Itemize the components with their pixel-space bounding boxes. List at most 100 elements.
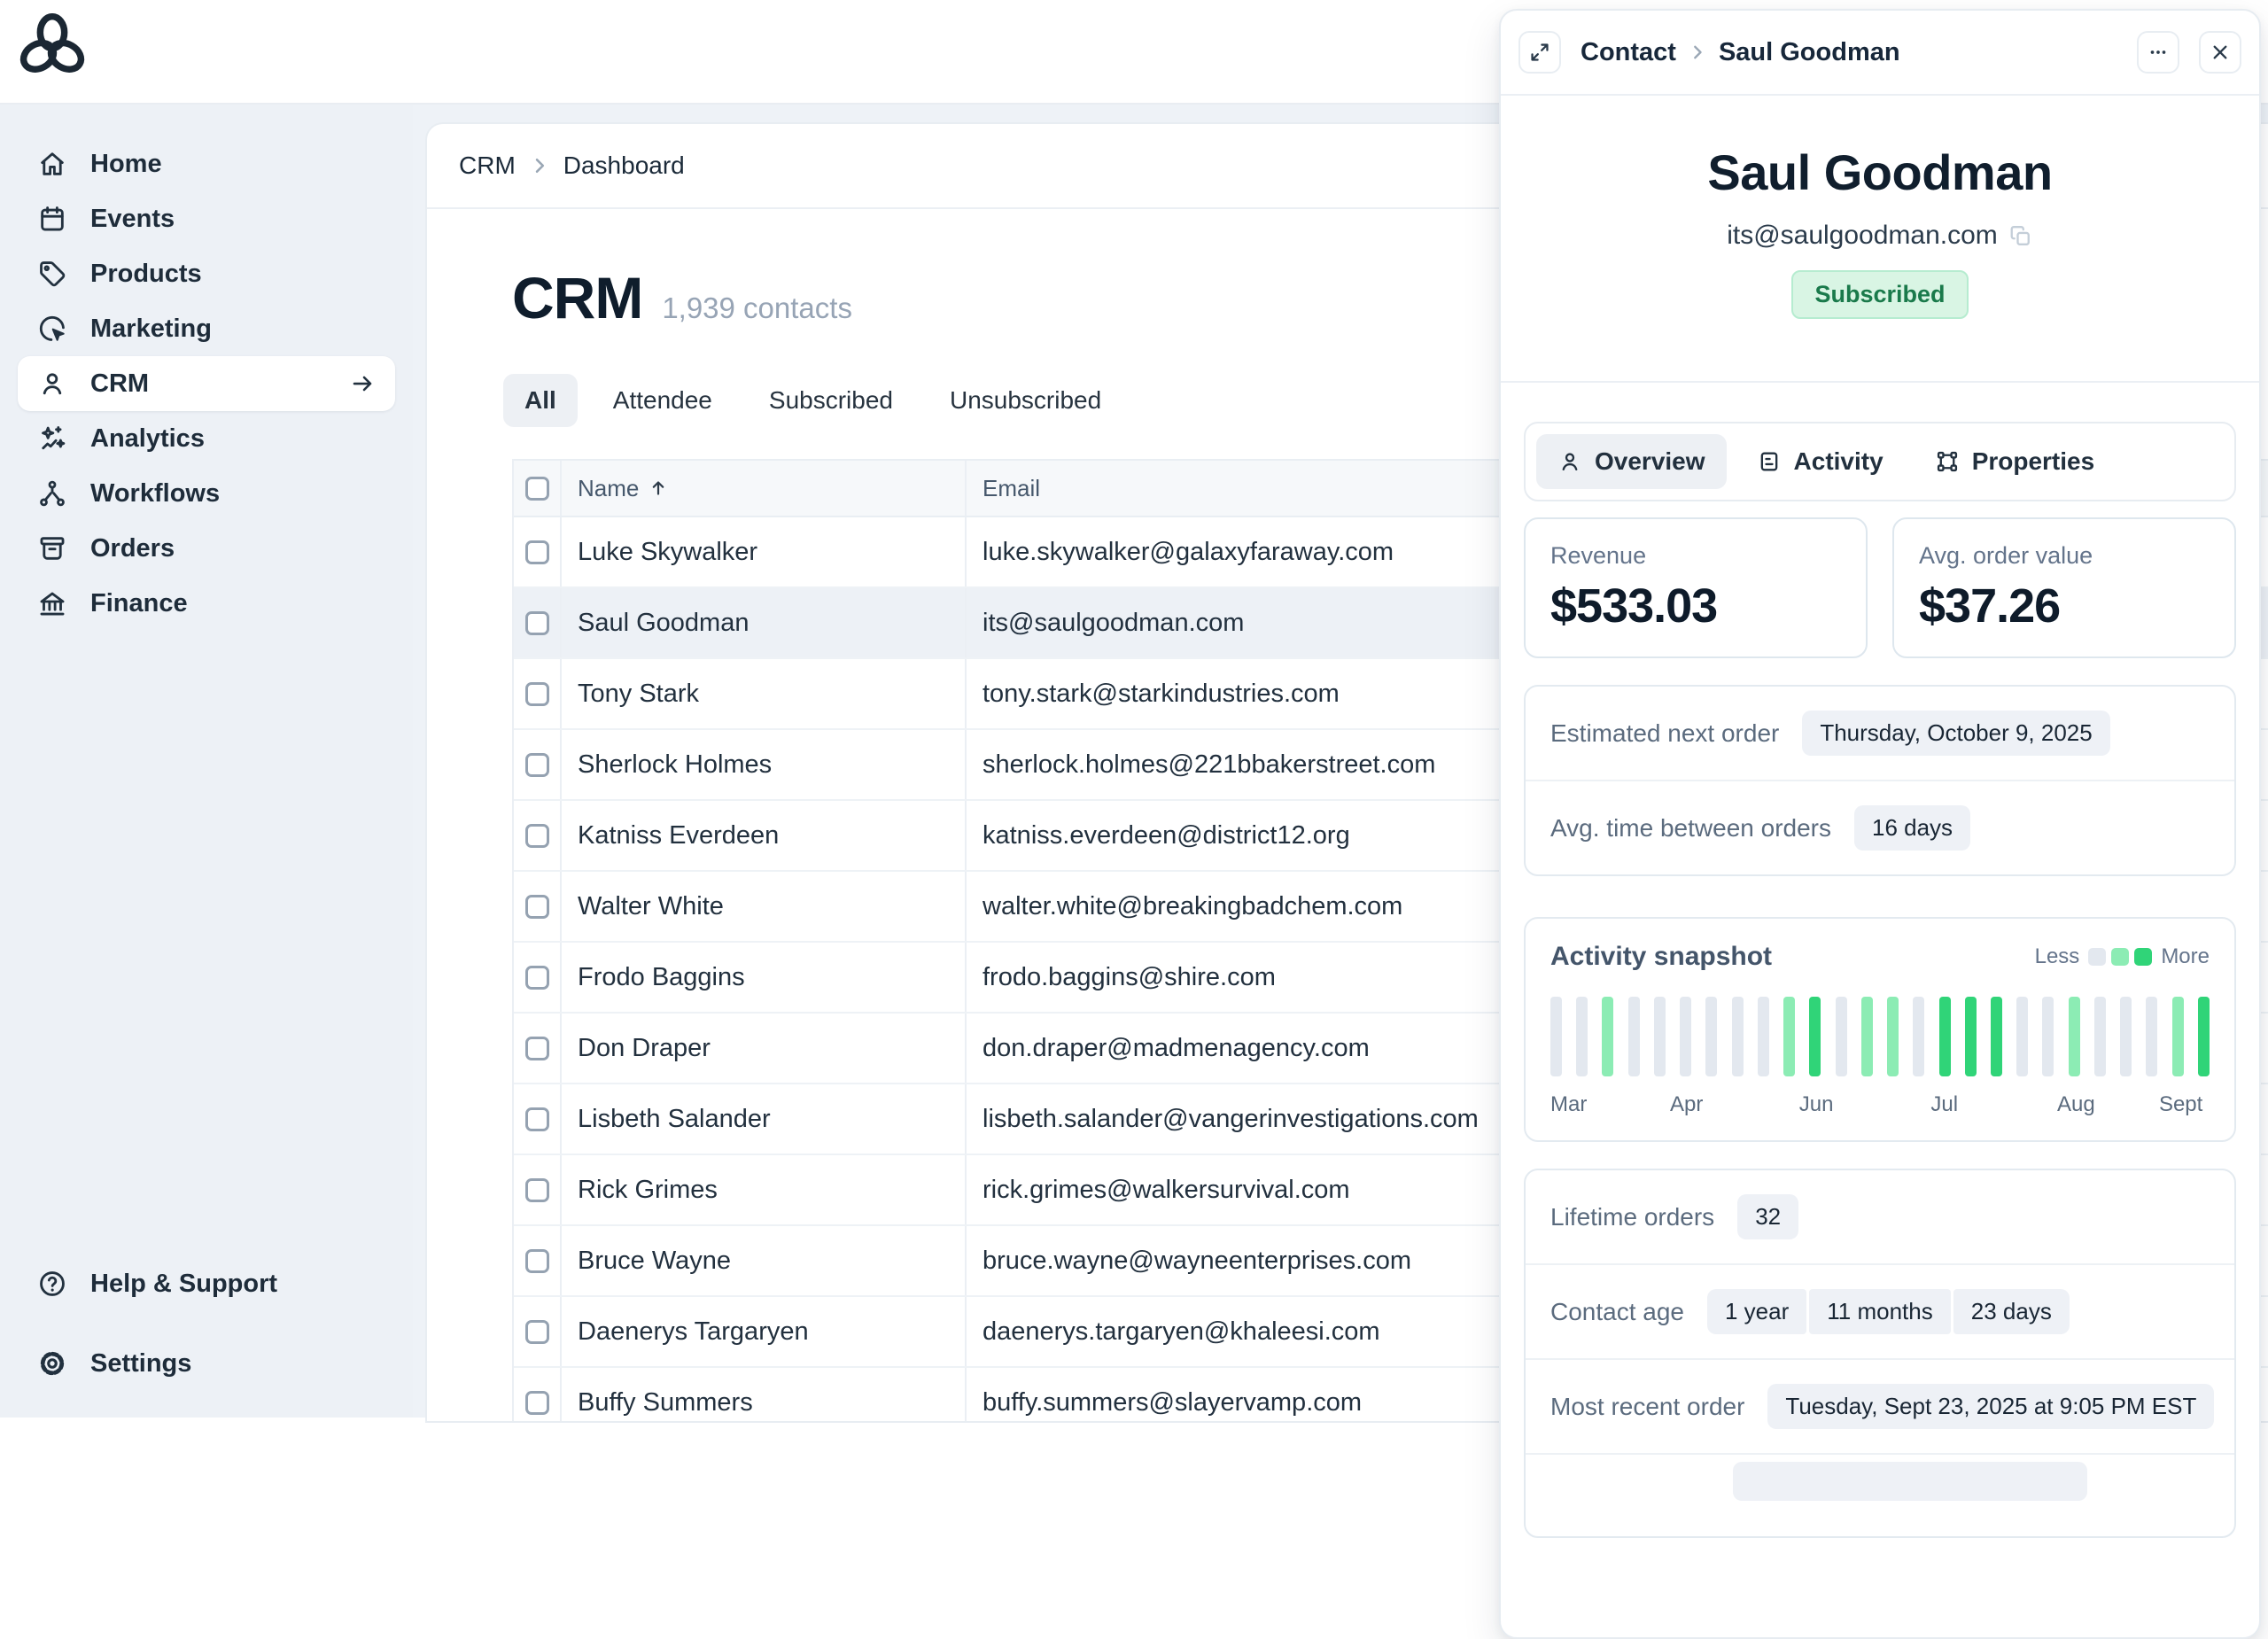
chevron-right-icon: [1687, 42, 1708, 63]
note-icon: [1757, 449, 1782, 474]
sort-ascending-icon[interactable]: [648, 478, 669, 499]
order-details-card: Estimated next order Thursday, October 9,…: [1524, 685, 2236, 876]
more-options-button[interactable]: [2137, 31, 2179, 74]
contact-name: Saul Goodman: [578, 608, 750, 637]
sidebar-item-events[interactable]: Events: [18, 191, 395, 246]
page-title: CRM: [512, 265, 643, 330]
table-row[interactable]: Lisbeth Salander lisbeth.salander@vangeri…: [514, 1084, 2268, 1155]
row-checkbox[interactable]: [524, 540, 549, 564]
contact-email: tony.stark@starkindustries.com: [983, 679, 1340, 708]
table-row[interactable]: Rick Grimes rick.grimes@walkersurvival.co…: [514, 1155, 2268, 1226]
activity-bar: [1990, 997, 2002, 1076]
table-row[interactable]: Bruce Wayne bruce.wayne@wayneenterprises.…: [514, 1226, 2268, 1297]
question-circle-icon: [37, 1269, 67, 1299]
filter-tab-attendee[interactable]: Attendee: [592, 374, 734, 427]
row-checkbox[interactable]: [524, 1390, 549, 1415]
row-checkbox[interactable]: [524, 1248, 549, 1273]
row-checkbox[interactable]: [524, 681, 549, 706]
column-header-email[interactable]: Email: [983, 474, 1041, 501]
row-checkbox[interactable]: [524, 1319, 549, 1344]
row-checkbox[interactable]: [524, 752, 549, 777]
panel-tab-activity[interactable]: Activity: [1736, 434, 1905, 489]
copy-icon[interactable]: [2008, 223, 2033, 248]
contact-name: Don Draper: [578, 1033, 711, 1062]
table-body: Luke Skywalker luke.skywalker@galaxyfaraw…: [514, 517, 2268, 1421]
filter-tab-all[interactable]: All: [503, 374, 578, 427]
activity-months: Mar Apr Jun Jul Aug Sept: [1550, 1089, 2210, 1119]
activity-bar: [1809, 997, 1821, 1076]
table-row[interactable]: Don Draper don.draper@madmenagency.com: [514, 1014, 2268, 1084]
select-all-checkbox[interactable]: [524, 476, 549, 501]
pointer-circle-icon: [37, 314, 67, 344]
contact-name: Buffy Summers: [578, 1387, 753, 1417]
contact-email: sherlock.holmes@221bbakerstreet.com: [983, 750, 1436, 779]
activity-bar: [1653, 997, 1666, 1076]
panel-breadcrumb-name[interactable]: Saul Goodman: [1718, 37, 1900, 66]
panel-tab-properties[interactable]: Properties: [1914, 434, 2117, 489]
activity-bar: [2042, 997, 2054, 1076]
activity-bar: [1576, 997, 1588, 1076]
table-row[interactable]: Frodo Baggins frodo.baggins@shire.com: [514, 943, 2268, 1014]
activity-bar: [2197, 997, 2210, 1076]
lifetime-stats-card: Lifetime orders 32 Contact age 1 year 11 mon…: [1524, 1169, 2236, 1538]
table-row[interactable]: Katniss Everdeen katniss.everdeen@distric…: [514, 801, 2268, 872]
row-checkbox[interactable]: [524, 965, 549, 990]
activity-bar: [1783, 997, 1796, 1076]
panel-breadcrumb-contact[interactable]: Contact: [1581, 37, 1676, 66]
sidebar-item-label: Analytics: [90, 423, 205, 453]
contact-email: daenerys.targaryen@khaleesi.com: [983, 1317, 1380, 1346]
activity-bar: [1938, 997, 1951, 1076]
expand-panel-button[interactable]: [1518, 31, 1561, 74]
legend-swatches: [2088, 948, 2153, 966]
sidebar-item-crm[interactable]: CRM: [18, 356, 395, 411]
activity-bar: [2016, 997, 2029, 1076]
sidebar-item-orders[interactable]: Orders: [18, 521, 395, 576]
contact-detail-panel: Contact Saul Goodman Saul Goodman its@sa…: [1499, 9, 2261, 1639]
sidebar-item-finance[interactable]: Finance: [18, 576, 395, 631]
filter-tab-unsubscribed[interactable]: Unsubscribed: [928, 374, 1122, 427]
breadcrumb-crm[interactable]: CRM: [459, 151, 516, 179]
sidebar-item-analytics[interactable]: Analytics: [18, 411, 395, 466]
bank-icon: [37, 588, 67, 618]
panel-tabs: Overview Activity Properties: [1524, 422, 2236, 501]
row-checkbox[interactable]: [524, 823, 549, 848]
sidebar-item-home[interactable]: Home: [18, 136, 395, 191]
row-checkbox[interactable]: [524, 1107, 549, 1131]
activity-month-label: Sept: [2158, 1092, 2203, 1116]
breadcrumb-dashboard[interactable]: Dashboard: [563, 151, 685, 179]
sidebar-item-products[interactable]: Products: [18, 246, 395, 301]
activity-bar: [1835, 997, 1847, 1076]
contact-name: Katniss Everdeen: [578, 820, 780, 850]
table-row[interactable]: Daenerys Targaryen daenerys.targaryen@kha…: [514, 1297, 2268, 1368]
table-row[interactable]: Sherlock Holmes sherlock.holmes@221bbaker…: [514, 730, 2268, 801]
panel-tab-label: Overview: [1595, 447, 1705, 475]
calendar-icon: [37, 204, 67, 234]
sidebar-nav: Home Events Products Marketing CRM Analytics W…: [18, 136, 395, 631]
row-checkbox[interactable]: [524, 1036, 549, 1060]
contact-email: luke.skywalker@galaxyfaraway.com: [983, 537, 1394, 566]
table-row[interactable]: Tony Stark tony.stark@starkindustries.com: [514, 659, 2268, 730]
panel-tab-overview[interactable]: Overview: [1536, 434, 1727, 489]
sidebar-item-help-support[interactable]: Help & Support: [18, 1256, 395, 1311]
activity-month-label: Jul: [1930, 1092, 1959, 1116]
activity-bar: [1705, 997, 1718, 1076]
column-header-name[interactable]: Name: [578, 474, 640, 501]
sidebar-item-label: Workflows: [90, 478, 221, 508]
table-row[interactable]: Luke Skywalker luke.skywalker@galaxyfaraw…: [514, 517, 2268, 588]
brand-logo-icon[interactable]: [18, 12, 87, 81]
row-checkbox[interactable]: [524, 894, 549, 919]
filter-tab-subscribed[interactable]: Subscribed: [748, 374, 914, 427]
sidebar-item-settings[interactable]: Settings: [18, 1336, 395, 1391]
contact-email-row: its@saulgoodman.com: [1527, 221, 2233, 251]
sidebar-item-marketing[interactable]: Marketing: [18, 301, 395, 356]
sidebar-item-workflows[interactable]: Workflows: [18, 466, 395, 521]
table-row[interactable]: Buffy Summers buffy.summers@slayervamp.co…: [514, 1368, 2268, 1421]
row-checkbox[interactable]: [524, 1177, 549, 1202]
table-row[interactable]: Walter White walter.white@breakingbadchem…: [514, 872, 2268, 943]
close-panel-button[interactable]: [2199, 31, 2241, 74]
row-checkbox[interactable]: [524, 610, 549, 635]
kpi-card-avg-order-value: Avg. order value $37.26: [1892, 517, 2236, 658]
activity-bar: [1757, 997, 1769, 1076]
contact-name: Tony Stark: [578, 679, 699, 708]
sidebar-item-label: Settings: [90, 1348, 192, 1378]
